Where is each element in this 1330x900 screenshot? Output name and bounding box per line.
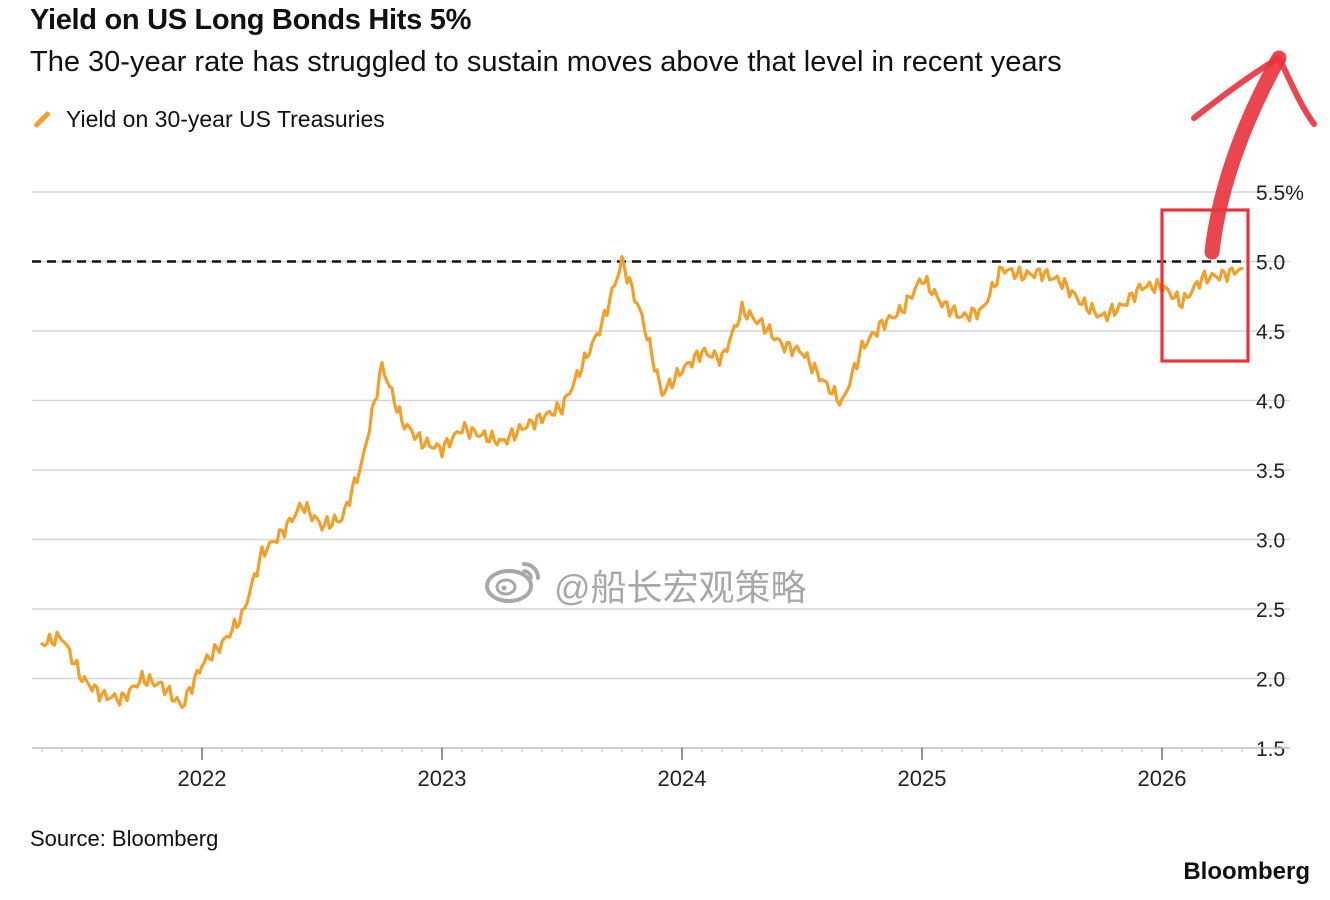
series-line bbox=[40, 255, 1244, 709]
legend-label: Yield on 30-year US Treasuries bbox=[66, 106, 385, 132]
x-axis bbox=[32, 747, 1290, 752]
x-axis-ticks: 2022 2023 2024 2025 2026 bbox=[178, 748, 1187, 791]
chart-subtitle: The 30-year rate has struggled to sustai… bbox=[30, 46, 1062, 78]
series-group bbox=[40, 255, 1244, 709]
legend: Yield on 30-year US Treasuries bbox=[30, 106, 385, 133]
source-note: Source: Bloomberg bbox=[30, 826, 219, 851]
y-tick-label: 4.0 bbox=[1256, 391, 1285, 414]
weibo-logo-icon bbox=[484, 556, 542, 613]
y-tick-label: 1.5 bbox=[1256, 738, 1285, 761]
x-tick-label: 2026 bbox=[1138, 766, 1187, 791]
y-tick-label: 5.5% bbox=[1256, 182, 1304, 205]
annotation-arrow-shaft bbox=[1204, 50, 1287, 260]
chart-title: Yield on US Long Bonds Hits 5% bbox=[30, 4, 472, 36]
y-tick-label: 3.0 bbox=[1256, 530, 1285, 553]
y-tick-label: 2.5 bbox=[1256, 599, 1285, 622]
y-tick-label: 4.5 bbox=[1256, 321, 1285, 344]
x-tick-label: 2023 bbox=[418, 766, 467, 791]
x-tick-label: 2025 bbox=[898, 766, 947, 791]
y-axis-ticks: 1.5 2.0 2.5 3.0 3.5 4.0 4.5 5.0 5.5% bbox=[1256, 182, 1304, 761]
y-tick-label: 5.0 bbox=[1256, 252, 1285, 275]
y-tick-label: 3.5 bbox=[1256, 460, 1285, 483]
highlight-box bbox=[1160, 208, 1250, 363]
bloomberg-brand-logo: Bloomberg bbox=[1183, 858, 1310, 885]
x-tick-label: 2022 bbox=[178, 766, 227, 791]
watermark: @船长宏观策略 bbox=[484, 556, 807, 613]
annotation-arrow-head bbox=[1191, 55, 1317, 127]
annotations bbox=[1160, 50, 1317, 363]
y-tick-label: 2.0 bbox=[1256, 669, 1285, 692]
x-tick-label: 2024 bbox=[658, 766, 707, 791]
watermark-text: @船长宏观策略 bbox=[554, 566, 807, 608]
